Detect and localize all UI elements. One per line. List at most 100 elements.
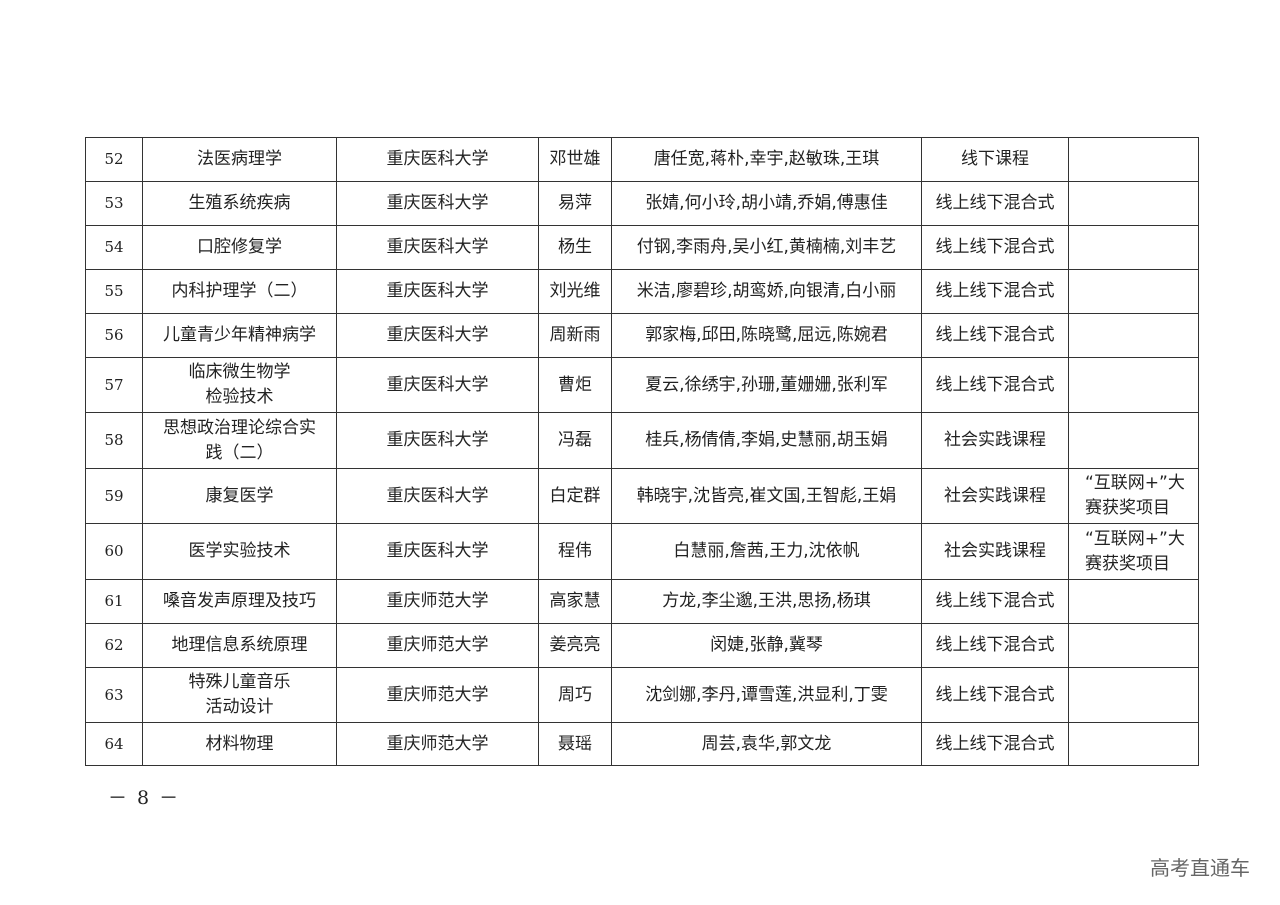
row-number: 54 [85, 225, 143, 270]
row-number: 52 [85, 137, 143, 182]
course-type: 线上线下混合式 [921, 722, 1069, 766]
remark [1068, 667, 1199, 723]
table-row: 62 地理信息系统原理 重庆师范大学 姜亮亮 闵婕,张静,冀琴 线上线下混合式 [85, 623, 1199, 668]
team-members: 方龙,李尘邈,王洪,思扬,杨琪 [611, 579, 922, 624]
row-number: 53 [85, 181, 143, 226]
school-name: 重庆师范大学 [336, 579, 539, 624]
team-members: 周芸,袁华,郭文龙 [611, 722, 922, 766]
team-members: 韩晓宇,沈皆亮,崔文国,王智彪,王娟 [611, 468, 922, 524]
course-leader: 聂瑶 [538, 722, 612, 766]
table-row: 53 生殖系统疾病 重庆医科大学 易萍 张婧,何小玲,胡小靖,乔娟,傅惠佳 线上线下混合式 [85, 181, 1199, 226]
course-type: 线上线下混合式 [921, 579, 1069, 624]
course-type: 线下课程 [921, 137, 1069, 182]
remark [1068, 137, 1199, 182]
remark: “互联网+”大 赛获奖项目 [1068, 523, 1199, 580]
course-leader: 程伟 [538, 523, 612, 580]
table-row: 58 思想政治理论综合实 践（二） 重庆医科大学 冯磊 桂兵,杨倩倩,李娟,史慧丽,胡玉… [85, 412, 1199, 469]
remark [1068, 722, 1199, 766]
team-members: 付钢,李雨舟,吴小红,黄楠楠,刘丰艺 [611, 225, 922, 270]
team-members: 米洁,廖碧珍,胡鸾娇,向银清,白小丽 [611, 269, 922, 314]
school-name: 重庆医科大学 [336, 225, 539, 270]
table-row: 61 嗓音发声原理及技巧 重庆师范大学 高家慧 方龙,李尘邈,王洪,思扬,杨琪 线上线下混… [85, 579, 1199, 624]
table-row: 64 材料物理 重庆师范大学 聂瑶 周芸,袁华,郭文龙 线上线下混合式 [85, 722, 1199, 766]
course-type: 线上线下混合式 [921, 667, 1069, 723]
page-number: － 8 － [108, 787, 181, 809]
row-number: 59 [85, 468, 143, 524]
remark [1068, 269, 1199, 314]
school-name: 重庆医科大学 [336, 269, 539, 314]
team-members: 白慧丽,詹茜,王力,沈依帆 [611, 523, 922, 580]
school-name: 重庆医科大学 [336, 523, 539, 580]
course-type: 线上线下混合式 [921, 269, 1069, 314]
remark [1068, 579, 1199, 624]
remark [1068, 181, 1199, 226]
course-leader: 周新雨 [538, 313, 612, 358]
table-row: 59 康复医学 重庆医科大学 白定群 韩晓宇,沈皆亮,崔文国,王智彪,王娟 社会实践课程 “… [85, 468, 1199, 524]
table-row: 54 口腔修复学 重庆医科大学 杨生 付钢,李雨舟,吴小红,黄楠楠,刘丰艺 线上线下混合式 [85, 225, 1199, 270]
course-name: 儿童青少年精神病学 [142, 313, 337, 358]
table-row: 60 医学实验技术 重庆医科大学 程伟 白慧丽,詹茜,王力,沈依帆 社会实践课程 “互联网+… [85, 523, 1199, 580]
remark [1068, 357, 1199, 413]
course-leader: 冯磊 [538, 412, 612, 469]
course-name: 医学实验技术 [142, 523, 337, 580]
row-number: 61 [85, 579, 143, 624]
row-number: 57 [85, 357, 143, 413]
course-name: 生殖系统疾病 [142, 181, 337, 226]
row-number: 64 [85, 722, 143, 766]
course-name: 地理信息系统原理 [142, 623, 337, 668]
course-table: 52 法医病理学 重庆医科大学 邓世雄 唐任宽,蒋朴,幸宇,赵敏珠,王琪 线下课程 53 生殖… [85, 137, 1199, 766]
table-row: 52 法医病理学 重庆医科大学 邓世雄 唐任宽,蒋朴,幸宇,赵敏珠,王琪 线下课程 [85, 137, 1199, 182]
row-number: 56 [85, 313, 143, 358]
remark: “互联网+”大 赛获奖项目 [1068, 468, 1199, 524]
course-name: 临床微生物学 检验技术 [142, 357, 337, 413]
course-leader: 高家慧 [538, 579, 612, 624]
school-name: 重庆医科大学 [336, 468, 539, 524]
school-name: 重庆师范大学 [336, 722, 539, 766]
table-row: 56 儿童青少年精神病学 重庆医科大学 周新雨 郭家梅,邱田,陈晓鹭,屈远,陈婉君 线上线… [85, 313, 1199, 358]
remark [1068, 313, 1199, 358]
row-number: 63 [85, 667, 143, 723]
team-members: 沈剑娜,李丹,谭雪莲,洪显利,丁雯 [611, 667, 922, 723]
course-name: 特殊儿童音乐 活动设计 [142, 667, 337, 723]
table-row: 63 特殊儿童音乐 活动设计 重庆师范大学 周巧 沈剑娜,李丹,谭雪莲,洪显利,丁雯 线上… [85, 667, 1199, 723]
course-name: 材料物理 [142, 722, 337, 766]
course-type: 社会实践课程 [921, 412, 1069, 469]
school-name: 重庆医科大学 [336, 313, 539, 358]
school-name: 重庆医科大学 [336, 412, 539, 469]
course-leader: 易萍 [538, 181, 612, 226]
course-name: 康复医学 [142, 468, 337, 524]
course-leader: 姜亮亮 [538, 623, 612, 668]
course-leader: 周巧 [538, 667, 612, 723]
watermark: 高考直通车 [1150, 856, 1250, 880]
remark [1068, 225, 1199, 270]
school-name: 重庆医科大学 [336, 357, 539, 413]
course-leader: 刘光维 [538, 269, 612, 314]
course-type: 线上线下混合式 [921, 225, 1069, 270]
team-members: 张婧,何小玲,胡小靖,乔娟,傅惠佳 [611, 181, 922, 226]
table-row: 57 临床微生物学 检验技术 重庆医科大学 曹炬 夏云,徐绣宇,孙珊,董姗姗,张利军 线上… [85, 357, 1199, 413]
course-type: 线上线下混合式 [921, 181, 1069, 226]
course-type: 社会实践课程 [921, 468, 1069, 524]
team-members: 夏云,徐绣宇,孙珊,董姗姗,张利军 [611, 357, 922, 413]
row-number: 62 [85, 623, 143, 668]
team-members: 闵婕,张静,冀琴 [611, 623, 922, 668]
table-row: 55 内科护理学（二） 重庆医科大学 刘光维 米洁,廖碧珍,胡鸾娇,向银清,白小丽 线上线… [85, 269, 1199, 314]
course-name: 口腔修复学 [142, 225, 337, 270]
course-type: 线上线下混合式 [921, 313, 1069, 358]
remark [1068, 623, 1199, 668]
course-leader: 杨生 [538, 225, 612, 270]
course-type: 社会实践课程 [921, 523, 1069, 580]
course-name: 内科护理学（二） [142, 269, 337, 314]
school-name: 重庆师范大学 [336, 623, 539, 668]
course-leader: 白定群 [538, 468, 612, 524]
remark [1068, 412, 1199, 469]
course-leader: 曹炬 [538, 357, 612, 413]
school-name: 重庆医科大学 [336, 137, 539, 182]
course-name: 思想政治理论综合实 践（二） [142, 412, 337, 469]
row-number: 58 [85, 412, 143, 469]
course-name: 法医病理学 [142, 137, 337, 182]
course-name: 嗓音发声原理及技巧 [142, 579, 337, 624]
course-type: 线上线下混合式 [921, 623, 1069, 668]
course-type: 线上线下混合式 [921, 357, 1069, 413]
school-name: 重庆师范大学 [336, 667, 539, 723]
